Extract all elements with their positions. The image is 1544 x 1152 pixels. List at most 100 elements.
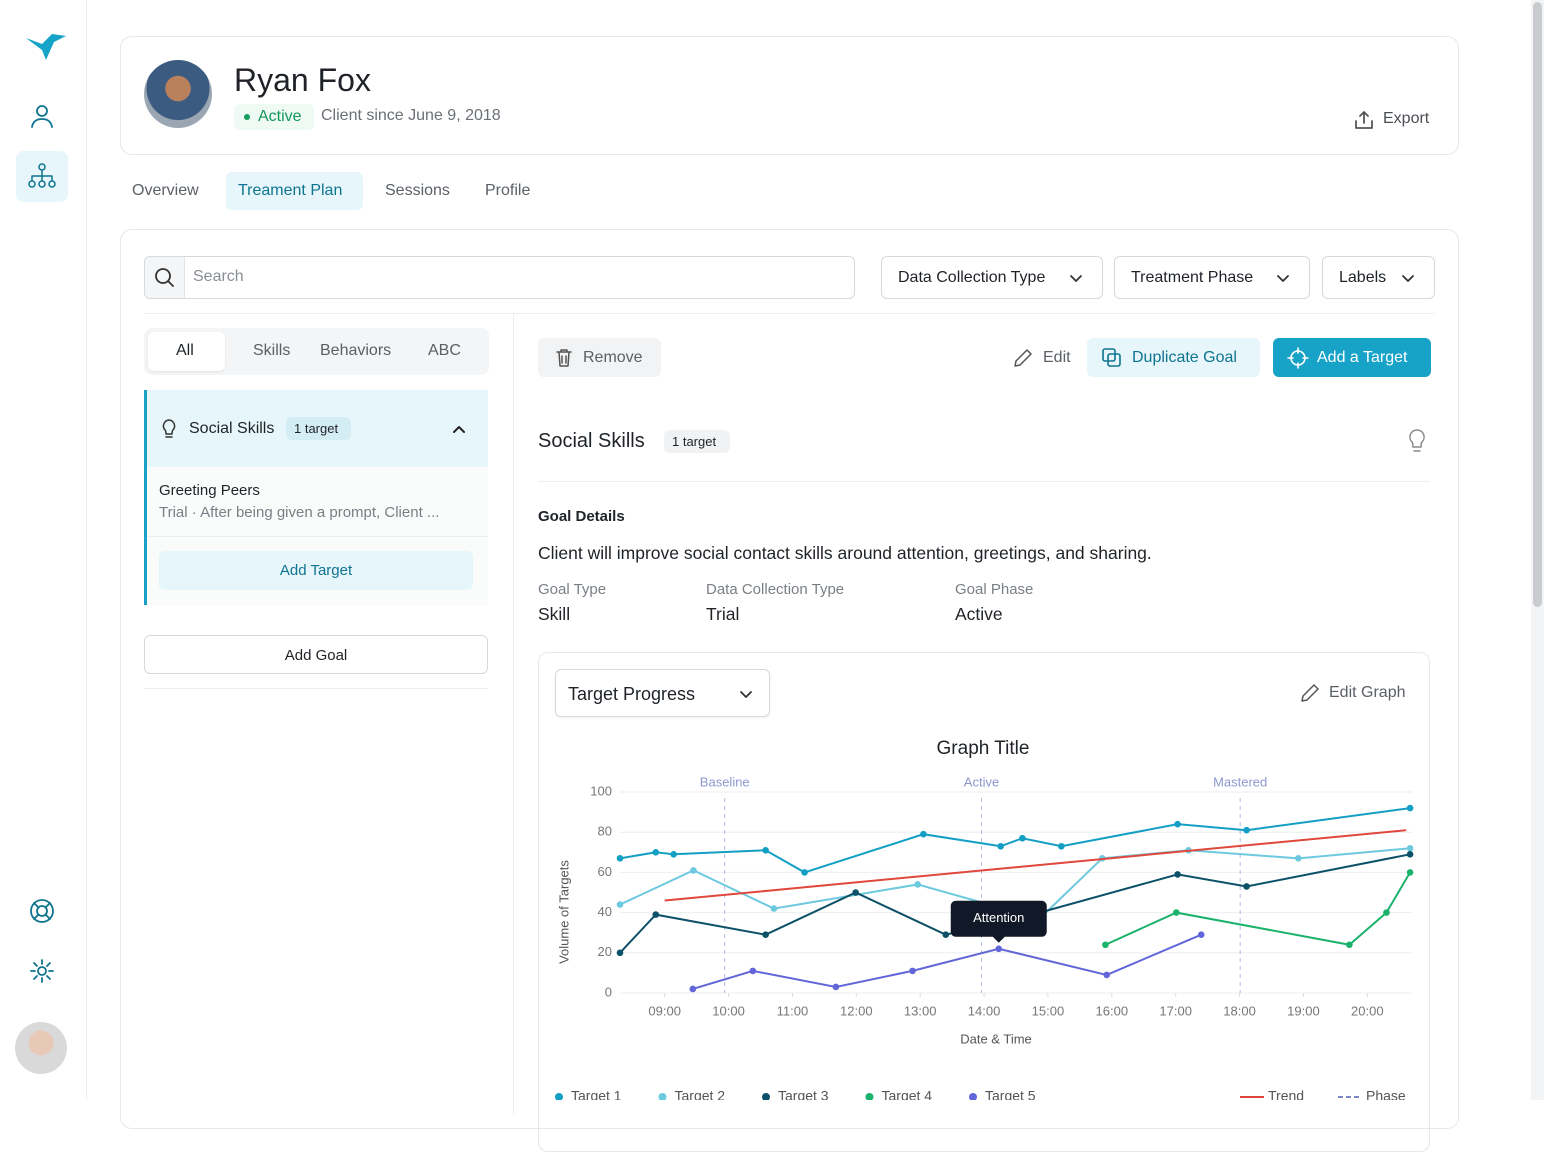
series-line [692,933,1202,990]
add-target-button[interactable]: Add Target [159,551,473,590]
button-label: Remove [583,349,643,366]
y-tick-label: 60 [598,864,612,879]
scrollbar [1531,0,1544,1100]
add-goal-button[interactable]: Add Goal [144,635,488,674]
point [670,851,677,858]
point [616,901,624,908]
help-icon[interactable] [28,897,56,925]
field-value: Active [955,604,1003,624]
legend-swatch [865,1093,874,1100]
logo [26,34,66,60]
point [1406,851,1414,858]
status-badge: Active [234,104,314,130]
clients-icon[interactable] [28,102,56,130]
duplicate-button[interactable]: Duplicate Goal [1087,338,1260,377]
point [1174,820,1181,828]
dropdown-label: Treatment Phase [1131,269,1254,286]
goal-tab[interactable]: All [176,342,194,359]
point [1243,883,1250,890]
tooltip-box [950,900,1047,943]
field-value: Skill [538,604,571,624]
x-tick-label: 09:00 [648,1003,681,1018]
tab[interactable]: Overview [132,182,199,199]
point [762,931,769,939]
point [1102,941,1109,949]
user-avatar[interactable] [15,1022,67,1074]
legend-label: Target 4 [882,1088,933,1100]
export-icon [1355,111,1373,129]
dropdown-label: Data Collection Type [898,269,1046,286]
edit-button[interactable]: Edit [1043,349,1071,366]
button-label: Duplicate Goal [1132,349,1237,366]
badge: 1 target [664,430,730,453]
badge: 1 target [286,417,351,440]
legend-swatch [969,1093,977,1100]
chart-title: Graph Title [937,738,1030,759]
goal-name: Social Skills [189,420,275,437]
add-target-primary[interactable]: Add a Target [1273,338,1431,377]
field-label: Goal Phase [955,581,1034,598]
x-tick-label: 19:00 [1287,1003,1320,1018]
goal-tab[interactable]: Skills [253,342,291,359]
goal-title: Social Skills [538,430,645,452]
tab[interactable]: Profile [485,182,531,199]
goal-tab[interactable]: Behaviors [320,342,392,359]
status: Active [258,108,302,125]
remove-button[interactable]: Remove [538,338,661,377]
dropdown[interactable]: Labels [1322,256,1435,299]
y-tick-label: 0 [605,984,612,999]
point [1346,941,1353,949]
x-tick-label: 20:00 [1351,1003,1384,1018]
field-value: Trial [706,604,740,624]
tab[interactable]: Sessions [385,182,450,199]
client-since: Client since June 9, 2018 [321,107,501,124]
tooltip-text: Attention [973,910,1024,925]
x-tick-label: 10:00 [712,1003,745,1018]
point [689,985,697,993]
divider [513,314,514,1114]
target-desc: Trial · After being given a prompt, Clie… [159,504,440,521]
point [1173,909,1180,916]
tab-active-bg [226,172,363,210]
point [1103,971,1110,979]
edit-icon [1014,349,1032,367]
point [762,846,769,854]
point [832,983,840,991]
button-label: Add a Target [1317,349,1408,366]
phase-label: Mastered [1213,774,1267,789]
badge-text: 1 target [672,434,717,449]
header-card [120,36,1459,155]
legend-swatch [762,1093,770,1100]
dropdown[interactable]: Treatment Phase [1114,256,1310,299]
collapse-icon[interactable] [451,421,467,437]
y-tick-label: 40 [598,904,612,919]
badge-text: 1 target [294,421,339,436]
plan-icon [28,163,56,188]
export-button[interactable]: Export [1383,110,1430,127]
goal-tab[interactable]: ABC [428,342,461,359]
graph-selector[interactable]: Target Progress [555,669,770,717]
y-tick-label: 80 [598,824,612,839]
point [1197,931,1205,939]
legend-swatch [555,1093,563,1100]
x-axis-label: Date & Time [960,1031,1032,1046]
settings-icon[interactable] [28,957,56,985]
dropdown[interactable]: Data Collection Type [881,256,1103,299]
divider [144,313,1435,314]
field-label: Data Collection Type [706,581,845,598]
scroll-thumb[interactable] [1533,2,1542,607]
chart: Graph Title Date & Time Volume of Targets 0… [555,738,1414,1100]
x-tick-label: 14:00 [968,1003,1001,1018]
button-label: Add Target [279,562,353,579]
edit-graph-button[interactable]: Edit Graph [1329,684,1406,701]
dropdown-label: Labels [1339,269,1387,286]
tab[interactable]: Treament Plan [238,182,343,199]
client-avatar [144,60,212,128]
legend-label: Target 2 [675,1088,726,1100]
legend-label: Trend [1268,1088,1304,1100]
point [852,889,859,896]
point [749,967,757,975]
search-box[interactable] [144,256,855,299]
sidebar [0,0,87,1100]
